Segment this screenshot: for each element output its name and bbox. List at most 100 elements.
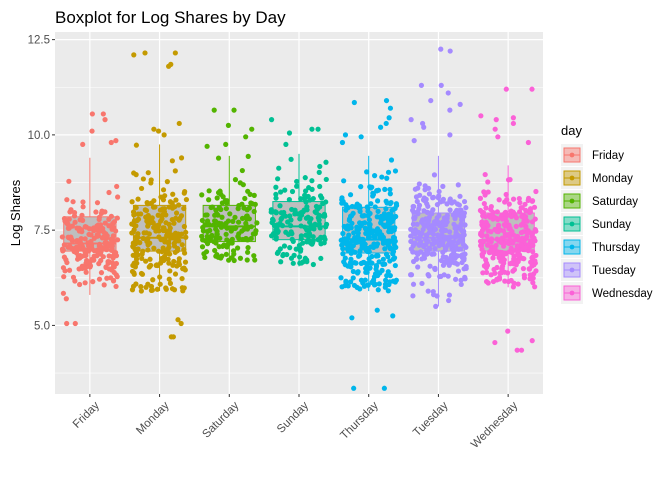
point bbox=[111, 219, 118, 225]
point bbox=[245, 249, 251, 255]
point bbox=[344, 246, 350, 252]
point bbox=[66, 178, 72, 184]
point bbox=[463, 263, 469, 270]
point bbox=[418, 238, 424, 245]
point bbox=[171, 243, 178, 249]
point bbox=[485, 189, 491, 195]
y-tick-label: 7.5 bbox=[34, 225, 50, 237]
point bbox=[102, 239, 108, 246]
point bbox=[432, 226, 439, 232]
point bbox=[140, 235, 146, 241]
point bbox=[375, 287, 381, 293]
point bbox=[319, 195, 325, 201]
point bbox=[160, 197, 167, 203]
point bbox=[342, 236, 348, 242]
point bbox=[446, 262, 452, 268]
point bbox=[445, 273, 451, 279]
point bbox=[375, 187, 382, 193]
point bbox=[277, 203, 283, 209]
legend-key-point bbox=[569, 152, 575, 158]
point bbox=[413, 255, 420, 262]
point bbox=[133, 253, 139, 259]
point bbox=[222, 197, 229, 204]
point bbox=[313, 210, 319, 216]
point bbox=[212, 212, 218, 218]
point bbox=[245, 153, 251, 159]
point bbox=[506, 201, 512, 207]
point bbox=[94, 233, 100, 239]
point bbox=[290, 238, 296, 245]
point bbox=[302, 175, 308, 181]
point bbox=[526, 209, 533, 216]
point bbox=[86, 259, 92, 266]
point-outlier bbox=[383, 120, 389, 127]
point bbox=[419, 280, 425, 287]
point-outlier bbox=[447, 48, 453, 54]
point bbox=[91, 248, 97, 254]
point bbox=[494, 277, 500, 283]
point bbox=[436, 188, 442, 195]
point bbox=[308, 216, 314, 222]
point bbox=[425, 203, 431, 209]
point bbox=[521, 256, 527, 262]
point-outlier bbox=[170, 334, 176, 340]
point bbox=[64, 197, 70, 203]
point bbox=[316, 221, 322, 227]
point bbox=[486, 250, 493, 256]
point bbox=[458, 213, 464, 219]
point-outlier bbox=[503, 86, 509, 92]
point bbox=[505, 270, 511, 276]
point bbox=[70, 274, 77, 280]
point bbox=[224, 237, 230, 243]
point bbox=[209, 204, 216, 210]
point bbox=[347, 192, 354, 198]
point bbox=[482, 171, 488, 178]
point bbox=[172, 168, 178, 174]
point bbox=[522, 201, 528, 207]
point bbox=[80, 204, 86, 210]
point bbox=[139, 271, 146, 277]
point bbox=[174, 248, 181, 254]
point bbox=[106, 253, 112, 259]
point bbox=[380, 256, 386, 262]
point bbox=[481, 189, 487, 195]
point bbox=[208, 237, 214, 244]
point bbox=[458, 281, 464, 288]
point bbox=[276, 165, 282, 171]
point bbox=[77, 237, 83, 244]
x-tick-label: Monday bbox=[134, 399, 172, 437]
point bbox=[148, 283, 155, 290]
point bbox=[317, 183, 323, 190]
point bbox=[435, 232, 441, 238]
point bbox=[485, 179, 491, 185]
point bbox=[239, 167, 245, 174]
point bbox=[339, 197, 345, 203]
point bbox=[181, 250, 188, 256]
point bbox=[440, 254, 446, 260]
point bbox=[495, 216, 501, 223]
point bbox=[168, 235, 174, 241]
point bbox=[501, 257, 507, 263]
point bbox=[239, 201, 245, 207]
legend-title: day bbox=[561, 123, 582, 138]
point bbox=[345, 240, 351, 246]
point bbox=[227, 211, 233, 217]
point bbox=[362, 225, 368, 231]
point bbox=[148, 177, 154, 183]
point-outlier bbox=[176, 120, 182, 127]
point bbox=[204, 233, 210, 240]
point bbox=[310, 261, 316, 268]
point bbox=[503, 191, 509, 198]
point bbox=[376, 259, 382, 265]
point bbox=[224, 225, 230, 231]
point bbox=[182, 188, 188, 195]
point bbox=[78, 227, 85, 233]
point bbox=[110, 253, 116, 259]
point bbox=[527, 276, 533, 282]
point-outlier bbox=[387, 105, 394, 111]
point bbox=[524, 230, 530, 236]
point bbox=[285, 219, 291, 225]
point-outlier bbox=[166, 63, 172, 69]
point bbox=[450, 247, 456, 253]
point bbox=[316, 169, 322, 175]
